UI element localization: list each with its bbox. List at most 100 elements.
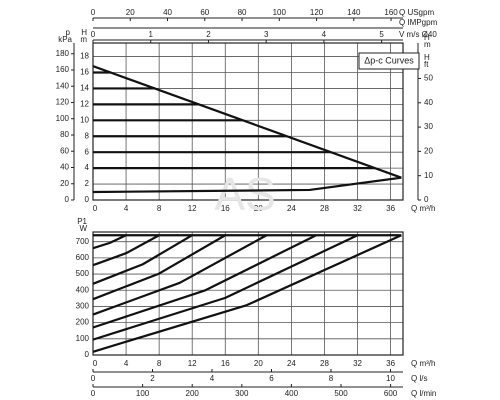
tick-label: 120 [56, 98, 70, 107]
tick-label: 100 [273, 8, 287, 17]
y-tick-label: 10 [80, 115, 89, 124]
plot-frame [92, 42, 404, 201]
curve [92, 234, 402, 353]
curve [92, 234, 317, 329]
tick-label: 0 [91, 389, 96, 398]
x-tick-label: 32 [353, 204, 362, 213]
tick-label: 4 [322, 30, 327, 39]
tick-label: 180 [56, 49, 70, 58]
x-tick-label: 20 [254, 359, 263, 368]
x-tick-label: 24 [287, 359, 296, 368]
tick-label: 40 [424, 98, 433, 107]
tick-label: 0 [91, 8, 96, 17]
x-tick-label: 12 [188, 359, 197, 368]
y-tick-label: 2 [85, 179, 90, 188]
tick-label: 300 [235, 389, 249, 398]
y-tick-label: 4 [85, 163, 90, 172]
x-tick-label: 4 [124, 359, 129, 368]
y-tick-label: 100 [76, 334, 90, 343]
axis-title: H [424, 53, 430, 62]
tick-label: 600 [384, 389, 398, 398]
axis-unit: m [424, 40, 431, 49]
y-tick-label: 0 [85, 195, 90, 204]
tick-label: 10 [424, 171, 433, 180]
tick-label: 500 [334, 389, 348, 398]
x-tick-label: 28 [320, 359, 329, 368]
tick-label: 0 [91, 374, 96, 383]
tick-label: 100 [56, 114, 70, 123]
y-tick-label: 700 [76, 237, 90, 246]
axis-title: Q l/min [411, 389, 436, 398]
curve [92, 234, 160, 267]
y-tick-label: 6 [85, 147, 90, 156]
tick-label: 60 [200, 8, 209, 17]
tick-label: 40 [60, 163, 69, 172]
y-tick-label: 8 [85, 131, 90, 140]
y-tick-label: 12 [80, 99, 89, 108]
tick-label: 0 [424, 195, 429, 204]
y-tick-label: 0 [85, 350, 90, 359]
tick-label: 20 [126, 8, 135, 17]
tick-label: 0 [65, 195, 70, 204]
y-tick-label: 18 [80, 52, 89, 61]
curve [92, 234, 268, 316]
axis-title: p [66, 28, 71, 37]
tick-label: 80 [60, 130, 69, 139]
x-tick-label: 28 [320, 204, 329, 213]
axis-unit: kPa [58, 35, 72, 44]
y-axis-title: P1 [77, 217, 87, 226]
x-axis-title: Q m³/h [411, 204, 435, 213]
tick-label: 8 [329, 374, 334, 383]
tick-label: 60 [60, 146, 69, 155]
tick-label: 120 [310, 8, 324, 17]
x-tick-label: 32 [353, 359, 362, 368]
tick-label: 20 [424, 147, 433, 156]
curve [92, 234, 226, 301]
tick-label: 5 [379, 30, 384, 39]
y-tick-label: 14 [80, 84, 89, 93]
tick-label: 2 [206, 30, 211, 39]
tick-label: 30 [424, 122, 433, 131]
x-tick-label: 12 [188, 204, 197, 213]
tick-label: 40 [163, 8, 172, 17]
x-tick-label: 20 [254, 204, 263, 213]
tick-label: 100 [136, 389, 150, 398]
tick-label: 50 [424, 74, 433, 83]
axis-title: Q IMPgpm [399, 18, 438, 27]
x-tick-label: 36 [386, 204, 395, 213]
tick-label: 140 [56, 81, 70, 90]
curve [92, 176, 402, 194]
axis-title: Q l/s [411, 374, 427, 383]
x-tick-label: 8 [157, 359, 162, 368]
y-tick-label: 600 [76, 253, 90, 262]
x-tick-label: 24 [287, 204, 296, 213]
watermark: AS [214, 168, 275, 220]
x-tick-label: 4 [124, 204, 129, 213]
y-axis-unit: W [79, 224, 87, 233]
tick-label: 6 [269, 374, 274, 383]
tick-label: 3 [264, 30, 269, 39]
tick-label: 400 [285, 389, 299, 398]
tick-label: 20 [60, 179, 69, 188]
tick-label: 80 [238, 8, 247, 17]
axis-title: Q USgpm [399, 8, 434, 17]
x-tick-label: 16 [221, 359, 230, 368]
curve [92, 234, 193, 285]
y-axis-unit: m [80, 35, 87, 44]
plot-frame [92, 231, 404, 356]
curve [92, 234, 359, 341]
x-tick-label: 8 [157, 204, 162, 213]
x-tick-label: 36 [386, 359, 395, 368]
x-axis-title: Q m³/h [411, 359, 435, 368]
axis-unit: ft [424, 60, 429, 69]
x-tick-label: 0 [93, 359, 98, 368]
curve [92, 234, 127, 250]
axis-title: H [424, 33, 430, 42]
tick-label: 160 [384, 8, 398, 17]
x-tick-label: 0 [93, 204, 98, 213]
tick-label: 2 [150, 374, 155, 383]
legend-box [358, 52, 420, 70]
tick-label: 140 [347, 8, 361, 17]
tick-label: 4 [210, 374, 215, 383]
